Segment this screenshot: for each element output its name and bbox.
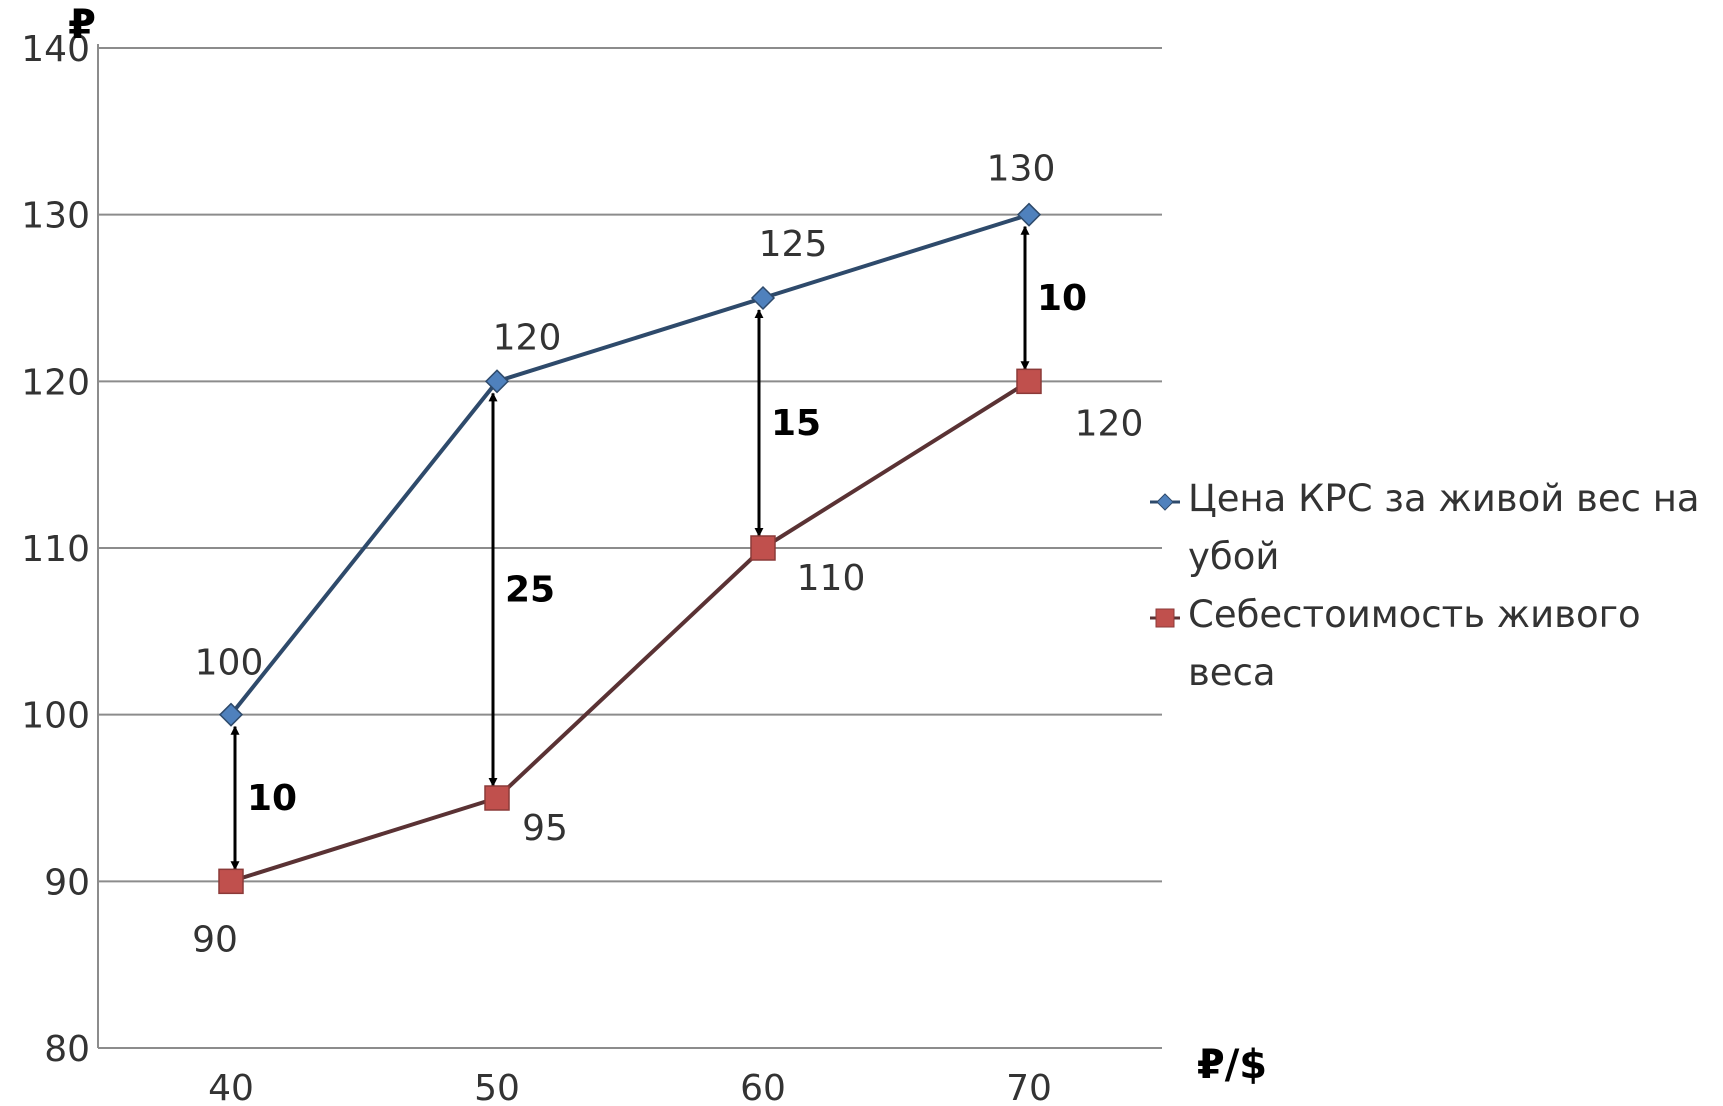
- diamond-marker-icon: [1150, 493, 1180, 511]
- diamond-point: [750, 285, 776, 311]
- difference-label: 25: [505, 570, 555, 611]
- x-axis-unit-label: ₽/$: [1197, 1042, 1267, 1088]
- gridlines: [98, 47, 1162, 883]
- square-marker-icon: [1150, 608, 1180, 628]
- data-label: 130: [987, 149, 1056, 190]
- difference-label: 10: [247, 778, 297, 819]
- legend-label-price: Цена КРС за живой вес на убой: [1188, 477, 1700, 578]
- data-label: 95: [522, 808, 568, 849]
- labels: 80 90 100 110 120 130 140 40 50 60 70 ₽ ₽/$ 10 25 15 10 1…: [21, 2, 1267, 1106]
- y-axis-unit-label: ₽: [68, 2, 96, 48]
- data-label: 90: [192, 919, 238, 960]
- difference-arrows: [230, 225, 1030, 871]
- square-point: [484, 785, 510, 811]
- series-markers: [218, 202, 1042, 895]
- data-label: 100: [195, 643, 264, 684]
- square-point: [1016, 368, 1042, 395]
- x-tick-label: 40: [208, 1068, 254, 1106]
- series-lines: [229, 212, 1031, 884]
- legend: Цена КРС за живой вес на убой Себестоимо…: [1150, 470, 1710, 702]
- y-tick-label: 130: [21, 196, 90, 237]
- x-tick-label: 50: [474, 1068, 520, 1106]
- diamond-point: [1016, 202, 1042, 227]
- diamond-point: [218, 702, 244, 727]
- axes: [97, 44, 1162, 1049]
- data-label: 120: [493, 317, 562, 358]
- y-tick-label: 120: [21, 362, 90, 403]
- y-tick-label: 80: [44, 1029, 90, 1070]
- difference-label: 10: [1037, 278, 1087, 319]
- x-tick-label: 70: [1006, 1068, 1052, 1106]
- diamond-point: [484, 369, 510, 394]
- data-label: 110: [797, 558, 866, 599]
- x-tick-label: 60: [740, 1068, 786, 1106]
- y-tick-label: 90: [44, 862, 90, 903]
- y-tick-label: 140: [21, 29, 90, 70]
- difference-label: 15: [771, 403, 821, 444]
- legend-label-cost: Себестоимость живого веса: [1188, 593, 1641, 694]
- series-line-1: [230, 379, 1031, 884]
- data-label: 125: [759, 224, 828, 265]
- square-point: [218, 868, 244, 895]
- data-label: 120: [1075, 403, 1144, 444]
- y-tick-label: 110: [21, 529, 90, 570]
- series-line-0: [229, 212, 1030, 716]
- legend-item-price: Цена КРС за живой вес на убой: [1150, 470, 1710, 586]
- square-point: [750, 535, 776, 561]
- legend-item-cost: Себестоимость живого веса: [1150, 586, 1710, 702]
- y-tick-label: 100: [21, 696, 90, 737]
